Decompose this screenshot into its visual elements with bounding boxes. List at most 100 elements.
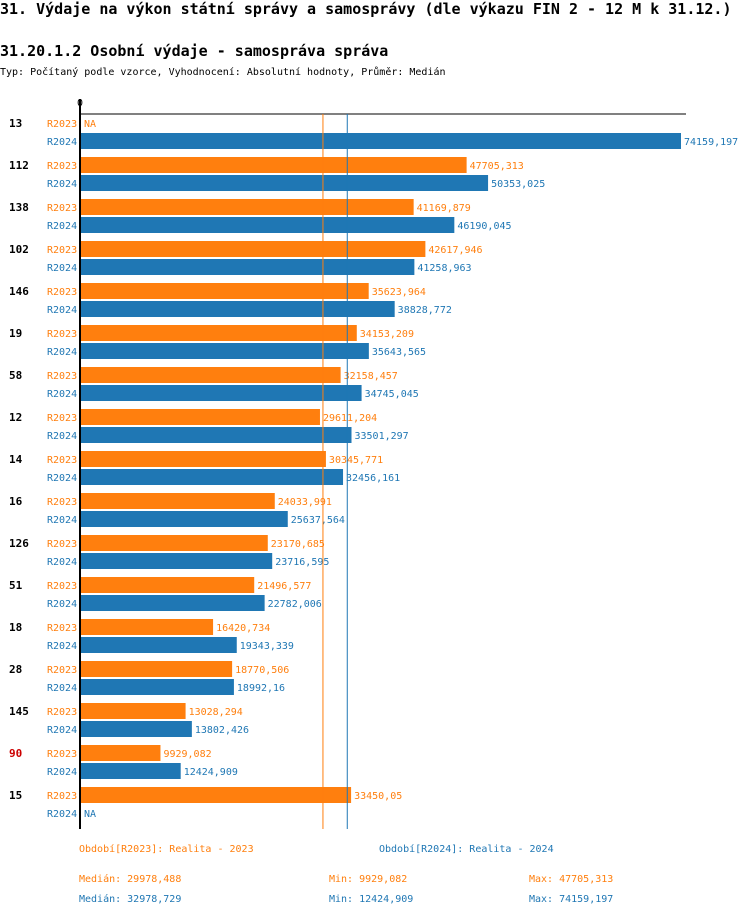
category-label: 28 <box>9 663 22 676</box>
series-tag: R2024 <box>47 767 77 778</box>
series-tag: R2024 <box>47 683 77 694</box>
bar-r2023 <box>80 451 326 467</box>
category-label: 13 <box>9 117 22 130</box>
data-label: 33450,05 <box>354 791 402 802</box>
stat-median-r2023: Medián: 29978,488 <box>79 874 182 885</box>
series-tag: R2023 <box>47 203 77 214</box>
data-label: 9929,082 <box>163 749 211 760</box>
stat-max-r2024: Max: 74159,197 <box>529 894 614 905</box>
bar-r2024 <box>80 343 369 359</box>
category-label: 145 <box>9 705 29 718</box>
legend-r2023: Období[R2023]: Realita - 2023 <box>79 844 254 855</box>
series-tag: R2024 <box>47 389 77 400</box>
data-label: 35643,565 <box>372 347 426 358</box>
series-tag: R2024 <box>47 137 77 148</box>
data-label: 25637,564 <box>291 515 345 526</box>
data-label: 50353,025 <box>491 179 545 190</box>
data-label: 34153,209 <box>360 329 414 340</box>
category-label: 58 <box>9 369 22 382</box>
stat-max-r2023: Max: 47705,313 <box>529 874 614 885</box>
bar-r2024 <box>80 175 489 191</box>
legend-r2024: Období[R2024]: Realita - 2024 <box>379 844 554 855</box>
series-tag: R2024 <box>47 599 77 610</box>
bar-r2023 <box>80 703 186 719</box>
bar-r2023 <box>80 241 426 257</box>
data-label: 22782,006 <box>268 599 322 610</box>
category-label: 102 <box>9 243 29 256</box>
category-label: 14 <box>9 453 23 466</box>
data-label: 47705,313 <box>470 161 524 172</box>
category-label: 16 <box>9 495 23 508</box>
category-label: 146 <box>9 285 29 298</box>
series-tag: R2023 <box>47 119 77 130</box>
series-tag: R2023 <box>47 791 77 802</box>
bar-r2024 <box>80 217 455 233</box>
bar-r2023 <box>80 661 233 677</box>
data-label: 30345,771 <box>329 455 383 466</box>
data-label: 18770,506 <box>235 665 289 676</box>
category-label: 12 <box>9 411 22 424</box>
series-tag: R2024 <box>47 179 77 190</box>
series-tag: R2023 <box>47 413 77 424</box>
series-tag: R2024 <box>47 431 77 442</box>
bar-r2024 <box>80 553 273 569</box>
data-label: 23716,595 <box>275 557 329 568</box>
bar-r2024 <box>80 469 344 485</box>
category-label: 19 <box>9 327 22 340</box>
bar-r2024 <box>80 259 415 275</box>
series-tag: R2024 <box>47 809 77 820</box>
bar-r2024 <box>80 385 362 401</box>
data-label: 34745,045 <box>365 389 419 400</box>
bar-r2024 <box>80 133 681 149</box>
chart-type-line: Typ: Počítaný podle vzorce, Vyhodnocení:… <box>0 67 446 78</box>
series-tag: R2023 <box>47 497 77 508</box>
bar-r2023 <box>80 787 352 803</box>
data-label: 29611,204 <box>323 413 377 424</box>
series-tag: R2023 <box>47 287 77 298</box>
category-label: 51 <box>9 579 23 592</box>
bar-r2023 <box>80 157 467 173</box>
stat-median-r2024: Medián: 32978,729 <box>79 894 182 905</box>
data-label: 12424,909 <box>184 767 238 778</box>
series-tag: R2024 <box>47 725 77 736</box>
category-label: 126 <box>9 537 29 550</box>
series-tag: R2023 <box>47 161 77 172</box>
bar-r2024 <box>80 637 237 653</box>
data-label: 33501,297 <box>355 431 409 442</box>
series-tag: R2023 <box>47 665 77 676</box>
series-tag: R2024 <box>47 641 77 652</box>
data-label: 19343,339 <box>240 641 294 652</box>
data-label: 18992,16 <box>237 683 285 694</box>
bar-r2024 <box>80 511 288 527</box>
data-label: 46190,045 <box>457 221 511 232</box>
category-label: 90 <box>9 747 22 760</box>
data-label: NA <box>84 809 96 820</box>
category-label: 15 <box>9 789 22 802</box>
category-label: 112 <box>9 159 29 172</box>
data-label: 41258,963 <box>417 263 471 274</box>
bar-r2023 <box>80 199 414 215</box>
stat-min-r2024: Min: 12424,909 <box>329 894 414 905</box>
series-tag: R2023 <box>47 455 77 466</box>
bar-r2023 <box>80 619 214 635</box>
series-tag: R2024 <box>47 221 77 232</box>
data-label: 42617,946 <box>428 245 482 256</box>
bar-r2024 <box>80 763 181 779</box>
bar-r2023 <box>80 367 341 383</box>
data-label: 32456,161 <box>346 473 400 484</box>
bar-r2023 <box>80 325 357 341</box>
data-label: NA <box>84 119 96 130</box>
series-tag: R2023 <box>47 707 77 718</box>
bar-r2024 <box>80 595 265 611</box>
bar-r2024 <box>80 427 352 443</box>
bar-r2023 <box>80 535 268 551</box>
stat-min-r2023: Min: 9929,082 <box>329 874 408 885</box>
category-label: 18 <box>9 621 22 634</box>
data-label: 23170,685 <box>271 539 325 550</box>
bar-r2023 <box>80 283 369 299</box>
series-tag: R2024 <box>47 305 77 316</box>
bar-r2023 <box>80 577 255 593</box>
bar-r2023 <box>80 493 275 509</box>
data-label: 24033,991 <box>278 497 332 508</box>
bar-r2024 <box>80 301 395 317</box>
